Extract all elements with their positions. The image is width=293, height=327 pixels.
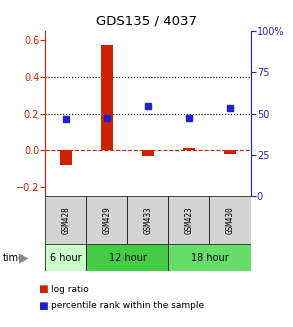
Bar — [183, 148, 195, 150]
Bar — [224, 150, 236, 154]
Text: GSM430: GSM430 — [226, 206, 234, 234]
Bar — [168, 244, 251, 271]
Text: GSM433: GSM433 — [144, 206, 152, 234]
Bar — [142, 150, 154, 156]
Bar — [127, 196, 168, 244]
Bar — [101, 45, 113, 150]
Text: GDS135 / 4037: GDS135 / 4037 — [96, 15, 197, 28]
Bar — [209, 196, 251, 244]
Bar — [45, 244, 86, 271]
Text: ▶: ▶ — [19, 251, 29, 264]
Text: 6 hour: 6 hour — [50, 252, 82, 263]
Text: GSM423: GSM423 — [185, 206, 193, 234]
Text: 18 hour: 18 hour — [191, 252, 228, 263]
Bar — [168, 196, 209, 244]
Text: percentile rank within the sample: percentile rank within the sample — [51, 301, 205, 310]
Text: log ratio: log ratio — [51, 285, 89, 294]
Text: time: time — [3, 252, 25, 263]
Text: GSM428: GSM428 — [62, 206, 70, 234]
Bar — [60, 150, 72, 165]
Text: ■: ■ — [38, 301, 48, 311]
Text: ■: ■ — [38, 284, 48, 294]
Text: 12 hour: 12 hour — [108, 252, 146, 263]
Text: GSM429: GSM429 — [103, 206, 111, 234]
Bar — [86, 244, 168, 271]
Bar — [45, 196, 86, 244]
Bar — [86, 196, 127, 244]
